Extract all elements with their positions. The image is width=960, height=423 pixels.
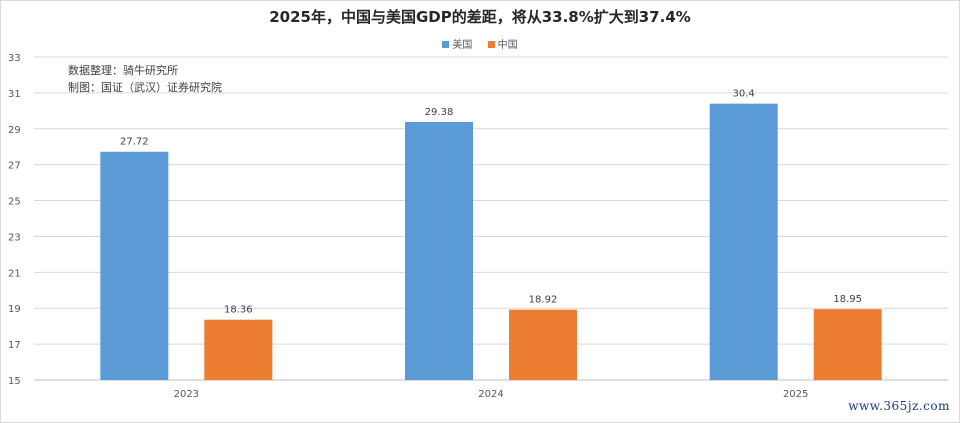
- bar-china: [813, 309, 882, 380]
- bar-china: [509, 309, 577, 380]
- y-tick-label: 19: [8, 304, 21, 315]
- data-label-us: 29.38: [425, 107, 454, 118]
- x-tick-label: 2023: [174, 389, 199, 400]
- y-tick-label: 33: [8, 53, 21, 64]
- bar-us: [405, 121, 473, 380]
- y-tick-label: 23: [8, 232, 21, 243]
- legend-label-china: 中国: [497, 40, 518, 51]
- data-label-us: 30.4: [733, 89, 755, 100]
- data-source-note: 数据整理：骑牛研究所: [68, 64, 178, 77]
- x-tick-label: 2024: [478, 389, 503, 400]
- data-label-china: 18.36: [224, 305, 253, 316]
- data-label-china: 18.92: [529, 295, 558, 306]
- x-tick-label: 2025: [783, 389, 808, 400]
- y-tick-label: 27: [8, 161, 21, 172]
- watermark: www.365jz.com: [848, 399, 950, 413]
- chart-title: 2025年，中国与美国GDP的差距，将从33.8%扩大到37.4%: [269, 8, 691, 26]
- y-tick-label: 17: [8, 340, 21, 351]
- legend-item-china: 中国: [487, 36, 518, 51]
- data-label-china: 18.95: [833, 294, 862, 305]
- data-label-us: 27.72: [120, 137, 149, 148]
- y-tick-label: 21: [8, 268, 21, 279]
- legend-label-us: 美国: [452, 40, 473, 51]
- bar-china: [204, 319, 273, 380]
- legend-swatch-us: [442, 41, 450, 48]
- legend-swatch-china: [487, 41, 495, 48]
- y-tick-label: 29: [8, 125, 21, 136]
- bar-us: [709, 103, 778, 381]
- legend-item-us: 美国: [442, 36, 472, 51]
- y-tick-label: 25: [8, 197, 21, 208]
- legend: 美国 中国: [0, 36, 960, 51]
- chart-maker-note: 制图：国证（武汉）证券研究院: [68, 81, 222, 94]
- y-tick-label: 31: [8, 89, 21, 100]
- y-tick-label: 15: [8, 376, 21, 387]
- bar-us: [100, 151, 169, 380]
